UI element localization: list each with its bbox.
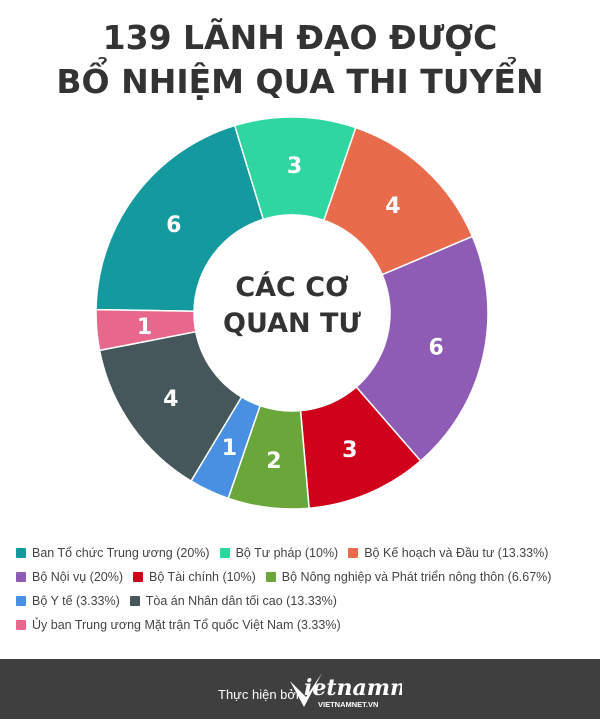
slice-2 xyxy=(322,126,474,276)
legend-item: Bộ Tư pháp (10%) xyxy=(219,546,339,560)
title-line-1: 139 LÃNH ĐẠO ĐƯỢC xyxy=(102,18,498,57)
slice-8 xyxy=(95,308,197,352)
legend-row: Bộ Y tế (3.33%) Tòa án Nhân dân tối cao (… xyxy=(16,589,596,613)
legend-swatch xyxy=(133,572,144,582)
legend-item: Ban Tổ chức Trung ương (20%) xyxy=(16,546,210,560)
legend-label: Ủy ban Trung ương Mặt trận Tổ quốc Việt … xyxy=(32,618,341,632)
legend-label: Bộ Kế hoạch và Đầu tư (13.33%) xyxy=(364,546,549,560)
legend-swatch xyxy=(16,620,26,630)
legend-swatch xyxy=(348,548,359,558)
center-line-1: CÁC CƠ xyxy=(235,272,349,303)
legend-label: Bộ Nông nghiệp và Phát triển nông thôn (… xyxy=(281,570,552,584)
legend-item: Ủy ban Trung ương Mặt trận Tổ quốc Việt … xyxy=(16,618,341,632)
slice-value-label: 4 xyxy=(385,194,400,219)
vietnamnet-logo: ietnamnet VIETNAMNET.VN xyxy=(290,673,402,709)
chart-title: 139 LÃNH ĐẠO ĐƯỢC BỔ NHIỆM QUA THI TUYỂN xyxy=(0,16,600,104)
legend-label: Tòa án Nhân dân tối cao (13.33%) xyxy=(145,594,337,608)
legend-item: Bộ Nông nghiệp và Phát triển nông thôn (… xyxy=(265,570,552,584)
legend-swatch xyxy=(265,572,276,582)
slice-value-label: 1 xyxy=(222,436,237,461)
donut-chart: 6 3 4 6 3 2 1 4 1 xyxy=(95,116,489,510)
slice-value-label: 2 xyxy=(266,449,281,474)
slice-value-label: 3 xyxy=(342,438,357,463)
title-line-2: BỔ NHIỆM QUA THI TUYỂN xyxy=(56,62,544,101)
slice-3 xyxy=(355,235,489,462)
legend-label: Bộ Tài chính (10%) xyxy=(149,570,256,584)
slice-value-label: 4 xyxy=(163,387,178,412)
slice-value-label: 3 xyxy=(287,154,302,179)
slice-0 xyxy=(95,124,265,313)
legend-row: Ủy ban Trung ương Mặt trận Tổ quốc Việt … xyxy=(16,613,596,637)
svg-text:VIETNAMNET.VN: VIETNAMNET.VN xyxy=(318,700,378,709)
legend-row: Ban Tổ chức Trung ương (20%) Bộ Tư pháp (… xyxy=(16,541,596,565)
center-line-2: QUAN TƯ xyxy=(223,308,361,339)
footer: Thực hiện bởi ietnamnet VIETNAMNET.VN xyxy=(0,659,600,719)
slice-7 xyxy=(98,330,243,483)
legend-swatch xyxy=(16,548,26,558)
legend-swatch xyxy=(219,548,230,558)
legend-item: Bộ Tài chính (10%) xyxy=(133,570,256,584)
legend: Ban Tổ chức Trung ương (20%) Bộ Tư pháp (… xyxy=(16,541,596,637)
svg-text:ietnamnet: ietnamnet xyxy=(304,675,402,701)
legend-label: Bộ Y tế (3.33%) xyxy=(32,594,120,608)
donut-center-label: CÁC CƠ QUAN TƯ xyxy=(194,270,390,342)
slice-value-label: 6 xyxy=(429,335,444,360)
legend-swatch xyxy=(16,596,26,606)
credit-text: Thực hiện bởi xyxy=(218,687,299,702)
legend-label: Bộ Tư pháp (10%) xyxy=(235,546,339,560)
legend-label: Ban Tổ chức Trung ương (20%) xyxy=(32,546,210,560)
legend-item: Bộ Kế hoạch và Đầu tư (13.33%) xyxy=(348,546,548,560)
legend-label: Bộ Nội vụ (20%) xyxy=(32,570,124,584)
slice-value-label: 1 xyxy=(137,315,152,340)
legend-swatch xyxy=(16,572,26,582)
legend-item: Bộ Nội vụ (20%) xyxy=(16,570,123,584)
legend-item: Bộ Y tế (3.33%) xyxy=(16,594,120,608)
legend-item: Tòa án Nhân dân tối cao (13.33%) xyxy=(129,594,337,608)
legend-row: Bộ Nội vụ (20%) Bộ Tài chính (10%) Bộ Nông… xyxy=(16,565,596,589)
slice-value-label: 6 xyxy=(166,213,181,238)
legend-swatch xyxy=(129,596,140,606)
